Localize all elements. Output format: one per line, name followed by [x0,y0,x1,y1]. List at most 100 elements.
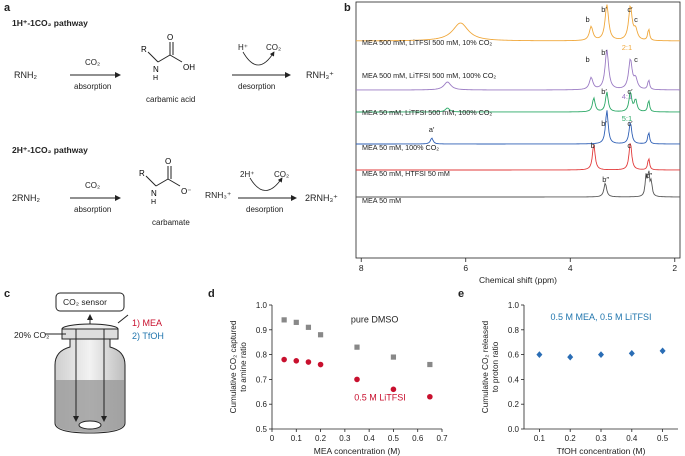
pathway2-title: 2H⁺-1CO₂ pathway [12,145,88,155]
d-point-2-7 [427,393,433,400]
d-point-1-5 [354,344,360,350]
nmr-frame [355,1,681,259]
d-ytick-label-0.8: 0.8 [256,351,268,360]
nmr-peak-label-12: c′ [627,119,633,128]
nmr-xlabel: Chemical shift (ppm) [479,275,557,285]
pathway2-arrow2-top-left: 2H⁺ [240,170,255,179]
nmr-peak-label-2: b′ [601,5,607,14]
e-ylabel-line2: to proton ratio [491,341,500,392]
nmr-peak-label-15: b″ [602,175,609,184]
nmr-spectrum-3 [356,90,681,113]
d-ylabel-line2: to amine ratio [239,342,248,392]
e-point-1-1 [536,351,543,358]
nmr-ratio-3: 5:1 [622,114,632,123]
nmr-spectrum-label-1: MEA 500 mM, LiTFSI 500 mM, 10% CO₂ [362,38,492,47]
pathway1-curved-arrow [242,51,275,66]
d-point-1-6 [390,354,397,360]
setup-diagram [45,292,129,434]
pathway1-title: 1H⁺-1CO₂ pathway [12,18,88,28]
nmr-spectrum-label-4: MEA 50 mM, 100% CO₂ [362,143,439,152]
nmr-spectrum-2 [356,49,680,91]
nmr-spectrum-label-6: MEA 50 mM [362,196,401,205]
d-ytick-label-0.7: 0.7 [256,375,268,384]
nmr-peak-label-9: c′ [627,87,633,96]
panel-letter-e: e [458,288,465,300]
carbamic-nh-text: N [153,65,159,74]
panel-letter-c: c [4,288,11,300]
d-xtick-label-0.3: 0.3 [339,434,351,443]
d-xtick-label-0.4: 0.4 [364,434,376,443]
d-ylabel: Cumulative CO₂ capturedto amine ratio [229,320,248,413]
nmr-peak-label-10: a′ [429,125,435,134]
nmr-peak-label-4: c [634,15,638,24]
d-xtick-label-0.5: 0.5 [388,434,400,443]
d-point-2-2 [293,358,300,364]
pathway1-arrow2-bottom: desorption [238,82,276,91]
d-xlabel: MEA concentration (M) [314,446,401,456]
nmr-spectrum-4 [356,110,680,145]
d-point-2-1 [281,356,287,363]
gas-label: 20% CO₂ [14,330,50,340]
panel-letter-a: a [4,2,11,14]
stir-bar [78,420,102,430]
pathway2-counter-ion: RNH₃⁺ [205,190,232,200]
d-ytick-label-0.5: 0.5 [256,425,268,434]
e-ylabel-line1: Cumulative CO₂ released [481,320,490,413]
co2-sensor-box [55,292,125,312]
pathway1-product-label: carbamic acid [146,95,196,104]
carbamate-r-text: R [139,169,145,178]
e-xlabel: TfOH concentration (M) [557,446,646,456]
d-xtick-label-0.2: 0.2 [315,434,327,443]
d-point-1-7 [427,361,433,368]
d-ylabel-line1: Cumulative CO₂ captured [229,320,238,413]
vial-cap [61,328,119,340]
nmr-peak-label-8: b′ [601,87,607,96]
nmr-spectrum-1 [356,4,680,42]
pathway2-arrow1-bottom: absorption [74,205,112,214]
d-xtick-label-0.6: 0.6 [412,434,424,443]
chart-e: 0.1 0.2 0.3 0.4 0.5 0.0 0.2 0.4 0.6 0.8 1.0 TfOH co… [481,301,678,456]
e-point-1-2 [567,353,574,361]
panel-letter-b: b [344,2,351,14]
d-xtick-label-0: 0 [270,434,275,443]
e-xtick-label-0.2: 0.2 [565,434,577,443]
pathway1-arrow1-top: CO₂ [85,58,101,67]
pathway1-reactant: RNH₂ [14,70,37,80]
e-xtick-label-0.1: 0.1 [534,434,546,443]
carbamate-nh-text: N [151,189,157,198]
e-xtick-label-0.4: 0.4 [626,434,638,443]
d-ytick-label-1.0: 1.0 [256,301,268,310]
pathway1-arrow2-top-left: H⁺ [238,43,248,52]
d-legend-litfsi: 0.5 M LiTFSI [354,392,406,402]
carbamate-structure [145,166,181,187]
chart-d: 0 0.1 0.2 0.3 0.4 0.5 0.6 0.7 0.5 0.6 0.7 0.8 0.9 1.0… [229,301,448,456]
d-xtick-label-0.1: 0.1 [291,434,303,443]
carbamic-o-text: O [167,33,173,42]
pathway2-final: 2RNH₃⁺ [305,193,338,203]
d-ytick-label-0.9: 0.9 [256,326,268,335]
pathway2-product-label: carbamate [152,218,190,227]
nmr-ratio-1: 2:1 [622,43,632,52]
reagent-line [117,314,129,324]
pathway2-arrow2-bottom: desorption [246,205,284,214]
nmr-xtick-label-8: 8 [359,263,364,273]
carbamic-oh-text: OH [183,63,195,72]
e-ytick-label-1.0: 1.0 [508,301,520,310]
panel-letter-d: d [208,288,215,300]
e-ytick-label-0.4: 0.4 [508,375,520,384]
e-ylabel: Cumulative CO₂ releasedto proton ratio [481,320,500,413]
nmr-peak-label-16: c″ [646,171,653,180]
d-point-1-1 [281,317,287,323]
d-point-1-3 [305,324,312,330]
d-point-1-2 [293,319,299,325]
e-point-1-5 [659,347,666,355]
nmr-peak-label-7: c [634,55,638,64]
pathway2-curved-arrow [249,177,283,191]
carbamic-acid-structure [147,42,183,63]
nmr-peak-label-11: b′ [601,119,607,128]
d-legend-pure-dmso: pure DMSO [351,314,399,324]
e-xtick-label-0.5: 0.5 [657,434,669,443]
e-xtick-label-0.3: 0.3 [595,434,607,443]
step2-label: 2) TfOH [132,331,164,341]
nmr-spectrum-label-3: MEA 50 mM, LiTFSI 500 mM, 100% CO₂ [362,108,492,117]
